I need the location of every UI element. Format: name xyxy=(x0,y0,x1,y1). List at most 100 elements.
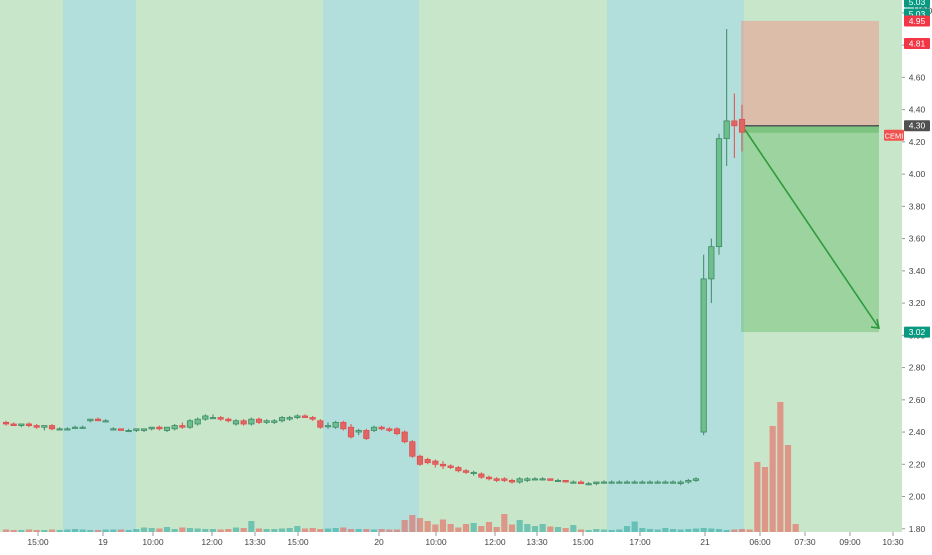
trend-arrow-line xyxy=(744,129,880,329)
price-tick-label: 2.60 xyxy=(909,395,926,405)
volume-bar xyxy=(424,521,431,532)
volume-bar xyxy=(156,528,163,532)
short-position-tool[interactable] xyxy=(741,20,881,333)
volume-bar xyxy=(133,529,140,532)
candle-body xyxy=(738,118,746,133)
candle-body xyxy=(255,418,263,423)
time-axis[interactable]: 15:00 19 10:00 12:00 13:30 15:00 20 10:00 12:00 1… xyxy=(0,532,932,550)
volume-bar xyxy=(455,527,462,532)
volume-bar xyxy=(723,530,730,532)
candle-body xyxy=(240,420,247,425)
candle-body xyxy=(355,430,362,433)
candle-body xyxy=(524,478,531,481)
candle-body xyxy=(156,426,163,430)
price-tick-label: 4.20 xyxy=(909,137,926,147)
price-label-text: 4.30 xyxy=(909,121,926,131)
price-tick-label: 3.80 xyxy=(909,201,926,211)
time-tick-label: 10:00 xyxy=(425,537,447,547)
price-label-badge xyxy=(904,15,930,27)
volume-bar xyxy=(570,525,577,532)
candle-body xyxy=(133,428,140,431)
candle-body xyxy=(332,421,339,428)
volume-bar xyxy=(248,521,255,532)
volume-bar xyxy=(386,529,393,532)
candle-body xyxy=(409,441,416,457)
candle-body xyxy=(547,478,554,481)
volume-bar xyxy=(432,524,439,532)
volume-bar xyxy=(531,526,539,532)
volume-bar xyxy=(493,527,500,532)
price-tick-label: 2.20 xyxy=(909,459,926,469)
price-label-badge xyxy=(904,120,930,132)
candle-body xyxy=(309,417,316,420)
volume-bar xyxy=(639,528,646,532)
candle-body xyxy=(271,420,278,423)
price-label-text: 3.02 xyxy=(909,327,926,337)
volume-bar xyxy=(33,530,40,532)
candle-body xyxy=(194,418,201,425)
volume-bar xyxy=(631,521,638,532)
candle-body xyxy=(217,417,224,420)
candle-body xyxy=(102,420,109,423)
volume-bar xyxy=(501,514,508,532)
volume-bar xyxy=(110,529,117,532)
candle-body xyxy=(470,471,477,474)
candle-body xyxy=(79,426,86,429)
candle-body xyxy=(163,426,171,431)
price-tick-label: 2.00 xyxy=(909,492,926,502)
price-axis[interactable]: USD1.802.002.202.402.602.803.003.203.403… xyxy=(902,0,932,550)
candle-body xyxy=(286,417,293,420)
volume-bar xyxy=(754,462,761,532)
candlesticks xyxy=(2,29,746,486)
candle-body xyxy=(186,420,194,428)
price-label-text: 4.95 xyxy=(909,16,926,26)
volume-bar xyxy=(240,528,247,532)
volume-bar xyxy=(71,529,79,532)
volume-bar xyxy=(64,529,71,532)
volume-bar xyxy=(202,529,209,532)
volume-bar xyxy=(784,445,792,532)
volume-bar xyxy=(485,522,493,532)
candle-body xyxy=(171,425,178,430)
volume-bar xyxy=(761,467,769,532)
candle-body xyxy=(669,481,677,484)
candle-body xyxy=(25,423,33,427)
volume-bar xyxy=(524,524,531,532)
candle-body xyxy=(41,425,48,428)
candle-body xyxy=(117,428,125,431)
candle-body xyxy=(685,480,692,483)
volume-bar xyxy=(393,529,401,532)
candle-body xyxy=(516,478,523,483)
volume-bar xyxy=(48,529,56,532)
candle-body xyxy=(501,478,508,481)
volume-bar xyxy=(608,530,615,532)
time-axis-bg xyxy=(0,532,932,550)
candle-body xyxy=(723,120,730,140)
volume-bar xyxy=(56,530,63,532)
time-tick-label: 20 xyxy=(374,537,384,547)
price-tick-label: 4.40 xyxy=(909,105,926,115)
volume-bar xyxy=(462,524,470,532)
candle-body xyxy=(225,418,232,422)
candle-body xyxy=(585,483,592,486)
candle-body xyxy=(485,476,493,480)
volume-bar xyxy=(623,526,631,532)
volume-bar xyxy=(554,527,562,532)
profit-target-zone[interactable] xyxy=(741,125,879,333)
volume-bar xyxy=(179,527,186,532)
volume-bar xyxy=(662,528,669,532)
candle-body xyxy=(608,481,615,484)
candle-body xyxy=(48,425,56,430)
volume-bar xyxy=(2,529,10,532)
stop-loss-zone[interactable] xyxy=(741,20,879,126)
volume-bar xyxy=(363,529,370,532)
volume-bar xyxy=(209,529,217,532)
volume-bar xyxy=(547,526,554,532)
volume-bar xyxy=(646,529,654,532)
volume-bar xyxy=(731,529,738,532)
volume-bar xyxy=(746,529,753,532)
time-tick-label: 15:00 xyxy=(287,537,309,547)
time-tick-label: 17:00 xyxy=(629,537,651,547)
